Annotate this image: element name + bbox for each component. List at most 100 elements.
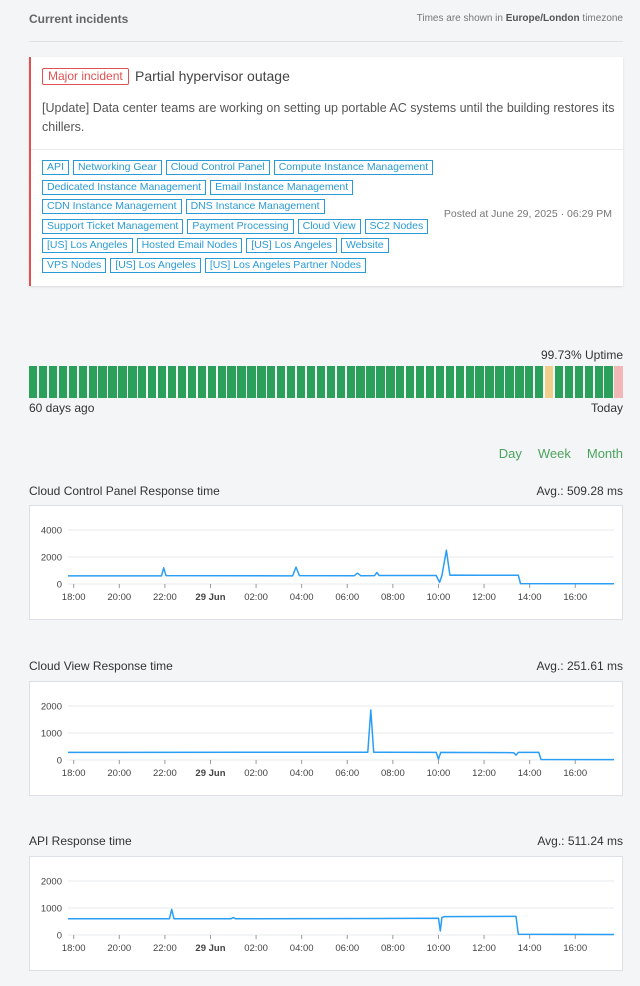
uptime-day-bar[interactable]: [386, 366, 395, 398]
uptime-day-bar[interactable]: [415, 366, 425, 398]
uptime-day-bar[interactable]: [38, 366, 48, 398]
uptime-day-bar[interactable]: [455, 366, 464, 398]
component-tag-website[interactable]: Website: [340, 238, 389, 253]
uptime-day-bar[interactable]: [336, 366, 345, 398]
uptime-day-bar[interactable]: [356, 366, 365, 398]
uptime-day-bar[interactable]: [237, 366, 246, 398]
uptime-day-bar[interactable]: [614, 366, 623, 398]
chart-cloud-view: 0 1000 2000 18:00 20:00 22:00 29 Jun 02:00 04:00…: [29, 681, 623, 796]
uptime-day-bar[interactable]: [604, 366, 613, 398]
uptime-day-bar[interactable]: [98, 366, 107, 398]
uptime-day-bar[interactable]: [485, 366, 494, 398]
range-week-link[interactable]: Week: [537, 446, 571, 461]
uptime-day-bar[interactable]: [515, 366, 524, 398]
response-time-line[interactable]: [67, 709, 615, 761]
uptime-day-bar[interactable]: [187, 366, 197, 398]
uptime-day-bar[interactable]: [346, 366, 355, 398]
x-tick-label: 14:00: [518, 592, 542, 603]
uptime-day-bar[interactable]: [376, 366, 385, 398]
uptime-day-bar[interactable]: [495, 366, 504, 398]
uptime-day-bar[interactable]: [584, 366, 593, 398]
x-tick-label: 04:00: [290, 943, 314, 954]
uptime-day-bar[interactable]: [58, 366, 68, 398]
y-tick-label: 4000: [41, 526, 62, 537]
x-tick-label: 10:00: [427, 768, 451, 779]
component-tag-sc2-nodes[interactable]: SC2 Nodes: [364, 218, 429, 234]
uptime-day-bar[interactable]: [544, 366, 554, 398]
component-tag-us-los-angeles[interactable]: [US] Los Angeles: [246, 238, 337, 253]
uptime-day-bar[interactable]: [525, 366, 534, 398]
component-tag-dedicated-instance-management[interactable]: Dedicated Instance Management: [42, 179, 207, 195]
uptime-day-bar[interactable]: [257, 366, 266, 398]
component-tag-us-los-angeles-partner-nodes[interactable]: [US] Los Angeles Partner Nodes: [204, 257, 367, 273]
component-tag-api[interactable]: API: [42, 160, 69, 175]
uptime-day-bar[interactable]: [68, 366, 78, 398]
x-tick-label: 08:00: [381, 768, 405, 779]
uptime-day-bar[interactable]: [286, 366, 296, 398]
uptime-day-bar[interactable]: [425, 366, 435, 398]
uptime-day-bar[interactable]: [564, 366, 574, 398]
uptime-day-bar[interactable]: [88, 366, 97, 398]
chart-avg-cloud-view: Avg.: 251.61 ms: [536, 659, 624, 673]
uptime-day-bar[interactable]: [316, 366, 326, 398]
uptime-day-bar[interactable]: [396, 366, 405, 398]
component-tag-networking-gear[interactable]: Networking Gear: [72, 160, 162, 175]
uptime-day-bar[interactable]: [48, 366, 58, 398]
uptime-day-bar[interactable]: [128, 366, 137, 398]
uptime-day-bar[interactable]: [445, 366, 455, 398]
component-tag-us-los-angeles[interactable]: [US] Los Angeles: [42, 238, 133, 253]
x-tick-label: 18:00: [62, 592, 86, 603]
uptime-day-bar[interactable]: [306, 366, 316, 398]
uptime-day-bar[interactable]: [406, 366, 415, 398]
uptime-day-bar[interactable]: [465, 366, 474, 398]
uptime-day-bar[interactable]: [505, 366, 514, 398]
chart-title-cloud-view: Cloud View Response time: [29, 659, 173, 673]
uptime-day-bar[interactable]: [435, 366, 445, 398]
uptime-day-bar[interactable]: [148, 366, 157, 398]
uptime-day-bar[interactable]: [207, 366, 216, 398]
x-tick-label: 18:00: [62, 768, 86, 779]
uptime-day-bar[interactable]: [108, 366, 117, 398]
uptime-day-bar[interactable]: [574, 366, 584, 398]
uptime-day-bar[interactable]: [167, 366, 177, 398]
x-tick-label: 20:00: [107, 943, 131, 954]
component-tag-support-ticket-management[interactable]: Support Ticket Management: [42, 218, 184, 234]
range-day-link[interactable]: Day: [498, 446, 522, 461]
component-tag-cdn-instance-management[interactable]: CDN Instance Management: [42, 199, 182, 214]
uptime-bars: [29, 366, 623, 398]
incident-title[interactable]: Partial hypervisor outage: [135, 68, 290, 84]
uptime-day-bar[interactable]: [247, 366, 256, 398]
component-tag-vps-nodes[interactable]: VPS Nodes: [42, 257, 107, 273]
component-tag-cloud-view[interactable]: Cloud View: [297, 218, 361, 234]
component-tag-payment-processing[interactable]: Payment Processing: [187, 218, 294, 234]
uptime-day-bar[interactable]: [554, 366, 564, 398]
uptime-day-bar[interactable]: [475, 366, 484, 398]
uptime-day-bar[interactable]: [366, 366, 375, 398]
component-tag-cloud-control-panel[interactable]: Cloud Control Panel: [165, 160, 270, 175]
uptime-day-bar[interactable]: [594, 366, 603, 398]
uptime-day-bar[interactable]: [277, 366, 286, 398]
uptime-day-bar[interactable]: [118, 366, 127, 398]
uptime-day-bar[interactable]: [535, 366, 544, 398]
range-month-link[interactable]: Month: [586, 446, 623, 461]
component-tag-email-instance-management[interactable]: Email Instance Management: [210, 179, 354, 195]
uptime-day-bar[interactable]: [138, 366, 147, 398]
uptime-day-bar[interactable]: [78, 366, 87, 398]
uptime-day-bar[interactable]: [296, 366, 306, 398]
component-tag-us-los-angeles[interactable]: [US] Los Angeles: [110, 257, 201, 273]
uptime-day-bar[interactable]: [267, 366, 276, 398]
uptime-day-bar[interactable]: [326, 366, 335, 398]
component-tag-dns-instance-management[interactable]: DNS Instance Management: [185, 199, 325, 214]
component-tag-compute-instance-management[interactable]: Compute Instance Management: [273, 160, 434, 175]
response-time-line[interactable]: [68, 908, 615, 936]
x-tick-label: 16:00: [563, 768, 587, 779]
uptime-day-bar[interactable]: [29, 366, 38, 398]
uptime-day-bar[interactable]: [197, 366, 206, 398]
uptime-day-bar[interactable]: [217, 366, 226, 398]
uptime-day-bar[interactable]: [227, 366, 236, 398]
uptime-day-bar[interactable]: [177, 366, 187, 398]
response-time-line[interactable]: [68, 549, 615, 585]
affected-components: API Networking Gear Cloud Control Panel Com…: [42, 160, 442, 277]
uptime-day-bar[interactable]: [157, 366, 167, 398]
component-tag-hosted-email-nodes[interactable]: Hosted Email Nodes: [136, 238, 243, 253]
